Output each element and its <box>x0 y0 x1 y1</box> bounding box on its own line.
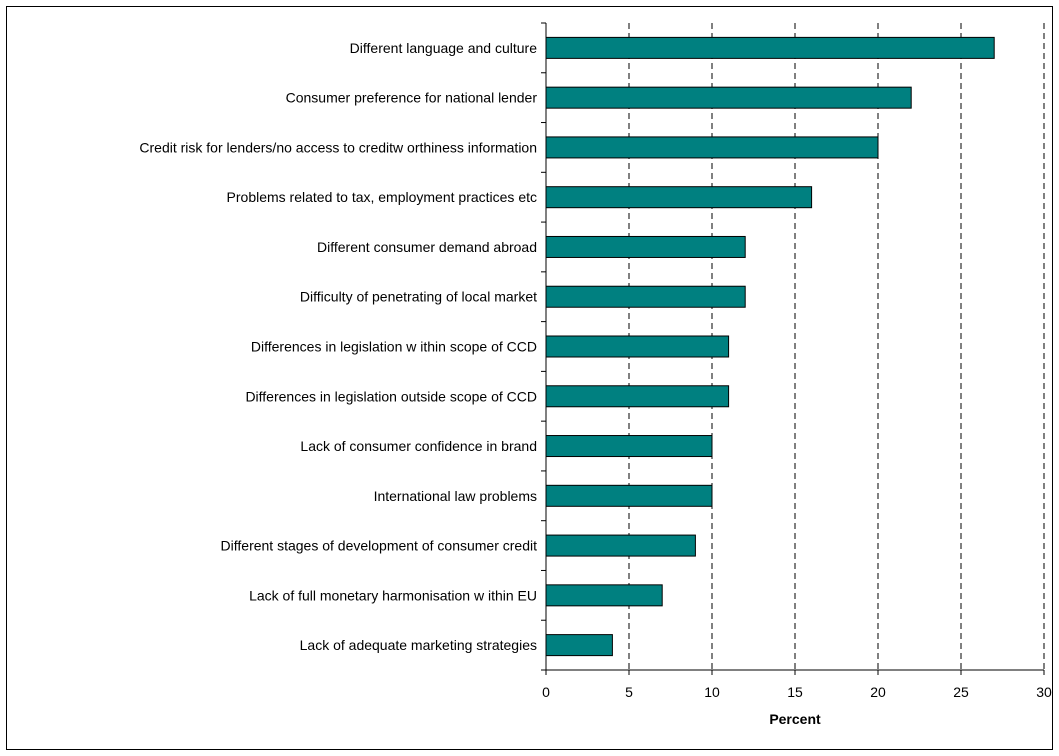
x-tick-label: 10 <box>704 684 720 700</box>
category-label: Difficulty of penetrating of local marke… <box>300 289 537 305</box>
x-tick-label: 5 <box>625 684 633 700</box>
bar <box>545 36 995 59</box>
bar <box>545 534 696 557</box>
x-axis-title: Percent <box>769 711 821 727</box>
category-label: Consumer preference for national lender <box>286 90 538 106</box>
x-tick-label: 15 <box>787 684 803 700</box>
axes <box>541 22 1045 675</box>
bar <box>545 86 912 109</box>
bars <box>545 36 995 657</box>
bar <box>545 136 879 159</box>
category-label: Problems related to tax, employment prac… <box>227 189 537 205</box>
bar <box>545 584 663 607</box>
x-tick-label: 20 <box>870 684 886 700</box>
bar <box>545 186 813 209</box>
category-label: Differences in legislation outside scope… <box>245 388 537 404</box>
bar <box>545 634 613 657</box>
bar <box>545 435 713 458</box>
category-label: Different consumer demand abroad <box>317 239 537 255</box>
bar <box>545 235 746 258</box>
category-label: Different stages of development of consu… <box>221 538 538 554</box>
category-label: Lack of consumer confidence in brand <box>300 438 537 454</box>
x-tick-label: 30 <box>1036 684 1052 700</box>
bar <box>545 484 713 507</box>
chart-frame: Different language and culture Consumer p… <box>6 6 1053 750</box>
x-tick-label: 0 <box>542 684 550 700</box>
category-label: Differences in legislation w ithin scope… <box>251 339 537 355</box>
category-label: Lack of full monetary harmonisation w it… <box>249 587 537 603</box>
category-label: International law problems <box>374 488 537 504</box>
x-tick-label: 25 <box>953 684 969 700</box>
labels: Different language and culture Consumer p… <box>139 40 1052 700</box>
bar <box>545 285 746 308</box>
category-label: Different language and culture <box>350 40 538 56</box>
bar <box>545 385 730 408</box>
category-label: Credit risk for lenders/no access to cre… <box>139 139 537 155</box>
bar-chart: Different language and culture Consumer p… <box>139 22 1052 727</box>
category-label: Lack of adequate marketing strategies <box>300 637 537 653</box>
bar <box>545 335 730 358</box>
